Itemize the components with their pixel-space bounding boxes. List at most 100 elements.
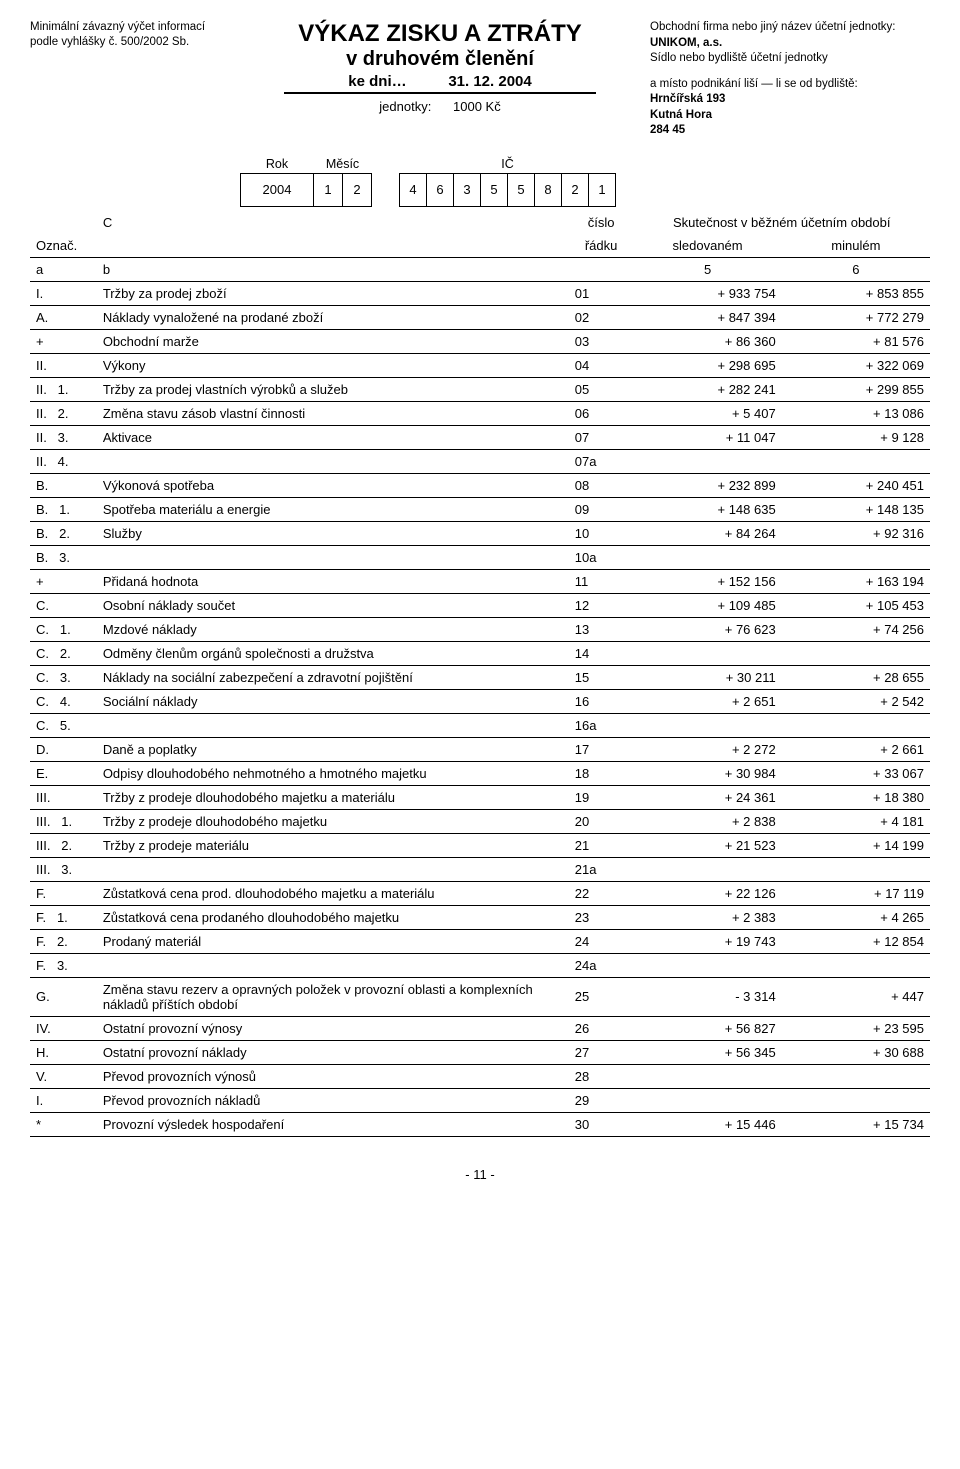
cell-name: Odměny členům orgánů společnosti a družs… — [97, 641, 569, 665]
table-row: C.Osobní náklady součet12+ 109 485+ 105 … — [30, 593, 930, 617]
cell-oznac: IV. — [30, 1016, 97, 1040]
cell-previous: + 15 734 — [782, 1112, 930, 1136]
cell-previous: + 92 316 — [782, 521, 930, 545]
cell-name: Výkonová spotřeba — [97, 473, 569, 497]
cell-name: Ostatní provozní náklady — [97, 1040, 569, 1064]
cell-previous: + 447 — [782, 977, 930, 1016]
cell-name: Aktivace — [97, 425, 569, 449]
cell-radek: 03 — [569, 329, 634, 353]
table-row: F. 2.Prodaný materiál24+ 19 743+ 12 854 — [30, 929, 930, 953]
cell-current: + 22 126 — [633, 881, 781, 905]
cell-radek: 26 — [569, 1016, 634, 1040]
cell-radek: 15 — [569, 665, 634, 689]
cell-oznac: II. 2. — [30, 401, 97, 425]
label-rok: Rok — [241, 157, 314, 174]
cell-radek: 02 — [569, 305, 634, 329]
cell-radek: 07a — [569, 449, 634, 473]
table-row: F. 3.24a — [30, 953, 930, 977]
cell-radek: 09 — [569, 497, 634, 521]
cell-current: + 109 485 — [633, 593, 781, 617]
cell-previous: + 14 199 — [782, 833, 930, 857]
cell-previous — [782, 953, 930, 977]
cell-current: + 847 394 — [633, 305, 781, 329]
cell-radek: 19 — [569, 785, 634, 809]
units-label: jednotky: — [379, 99, 431, 114]
cell-current — [633, 545, 781, 569]
company-info: Obchodní firma nebo jiný název účetní je… — [650, 20, 930, 139]
cell-oznac: B. — [30, 473, 97, 497]
ic-3: 5 — [481, 173, 508, 206]
cell-oznac: III. 1. — [30, 809, 97, 833]
cell-name — [97, 953, 569, 977]
cell-radek: 25 — [569, 977, 634, 1016]
hdr-skut: Skutečnost v běžném účetním období — [633, 211, 930, 234]
info-addr1: Hrnčířská 193 — [650, 92, 930, 108]
cell-name: Tržby za prodej vlastních výrobků a služ… — [97, 377, 569, 401]
cell-previous: + 240 451 — [782, 473, 930, 497]
cell-name: Převod provozních výnosů — [97, 1064, 569, 1088]
table-row: H.Ostatní provozní náklady27+ 56 345+ 30… — [30, 1040, 930, 1064]
cell-radek: 18 — [569, 761, 634, 785]
ic-6: 2 — [562, 173, 589, 206]
info-line2: Sídlo nebo bydliště účetní jednotky — [650, 51, 930, 67]
cell-name: Přidaná hodnota — [97, 569, 569, 593]
cell-current: + 86 360 — [633, 329, 781, 353]
table-row: B.Výkonová spotřeba08+ 232 899+ 240 451 — [30, 473, 930, 497]
cell-oznac: II. 3. — [30, 425, 97, 449]
cell-oznac: F. 1. — [30, 905, 97, 929]
cell-previous — [782, 713, 930, 737]
cell-oznac: C. 5. — [30, 713, 97, 737]
cell-current: + 282 241 — [633, 377, 781, 401]
cell-radek: 06 — [569, 401, 634, 425]
cell-previous: + 4 181 — [782, 809, 930, 833]
cell-radek: 27 — [569, 1040, 634, 1064]
cell-oznac: V. — [30, 1064, 97, 1088]
cell-name: Změna stavu rezerv a opravných položek v… — [97, 977, 569, 1016]
cell-current: + 24 361 — [633, 785, 781, 809]
cell-name: Služby — [97, 521, 569, 545]
cell-radek: 04 — [569, 353, 634, 377]
cell-previous — [782, 1088, 930, 1112]
cell-previous: + 322 069 — [782, 353, 930, 377]
cell-radek: 08 — [569, 473, 634, 497]
cell-current — [633, 953, 781, 977]
cell-radek: 13 — [569, 617, 634, 641]
hdr-c: C — [97, 211, 569, 234]
cell-current: + 2 651 — [633, 689, 781, 713]
cell-oznac: II. 4. — [30, 449, 97, 473]
units-value: 1000 Kč — [453, 99, 501, 114]
ic-0: 4 — [400, 173, 427, 206]
cell-previous: + 33 067 — [782, 761, 930, 785]
table-row: G.Změna stavu rezerv a opravných položek… — [30, 977, 930, 1016]
cell-radek: 21 — [569, 833, 634, 857]
cell-current: + 232 899 — [633, 473, 781, 497]
cell-oznac: H. — [30, 1040, 97, 1064]
top-note-2: podle vyhlášky č. 500/2002 Sb. — [30, 35, 230, 50]
cell-oznac: C. — [30, 593, 97, 617]
cell-radek: 24a — [569, 953, 634, 977]
cell-name: Tržby z prodeje dlouhodobého majetku — [97, 809, 569, 833]
cell-name: Ostatní provozní výnosy — [97, 1016, 569, 1040]
value-rok: 2004 — [241, 173, 314, 206]
cell-oznac: I. — [30, 281, 97, 305]
table-row: II. 4. 07a — [30, 449, 930, 473]
cell-previous: + 148 135 — [782, 497, 930, 521]
cell-radek: 16a — [569, 713, 634, 737]
cell-previous — [782, 545, 930, 569]
ic-7: 1 — [589, 173, 616, 206]
cell-oznac: B. 1. — [30, 497, 97, 521]
cell-radek: 01 — [569, 281, 634, 305]
cell-current: + 152 156 — [633, 569, 781, 593]
cell-previous: + 853 855 — [782, 281, 930, 305]
cell-name: Tržby za prodej zboží — [97, 281, 569, 305]
cell-oznac: III. — [30, 785, 97, 809]
cell-name: Osobní náklady součet — [97, 593, 569, 617]
table-row: A.Náklady vynaložené na prodané zboží02+… — [30, 305, 930, 329]
ic-4: 5 — [508, 173, 535, 206]
cell-oznac: I. — [30, 1088, 97, 1112]
table-row: C. 2.Odměny členům orgánů společnosti a … — [30, 641, 930, 665]
cell-oznac: B. 3. — [30, 545, 97, 569]
cell-current — [633, 449, 781, 473]
cell-current: + 30 211 — [633, 665, 781, 689]
cell-previous: + 299 855 — [782, 377, 930, 401]
